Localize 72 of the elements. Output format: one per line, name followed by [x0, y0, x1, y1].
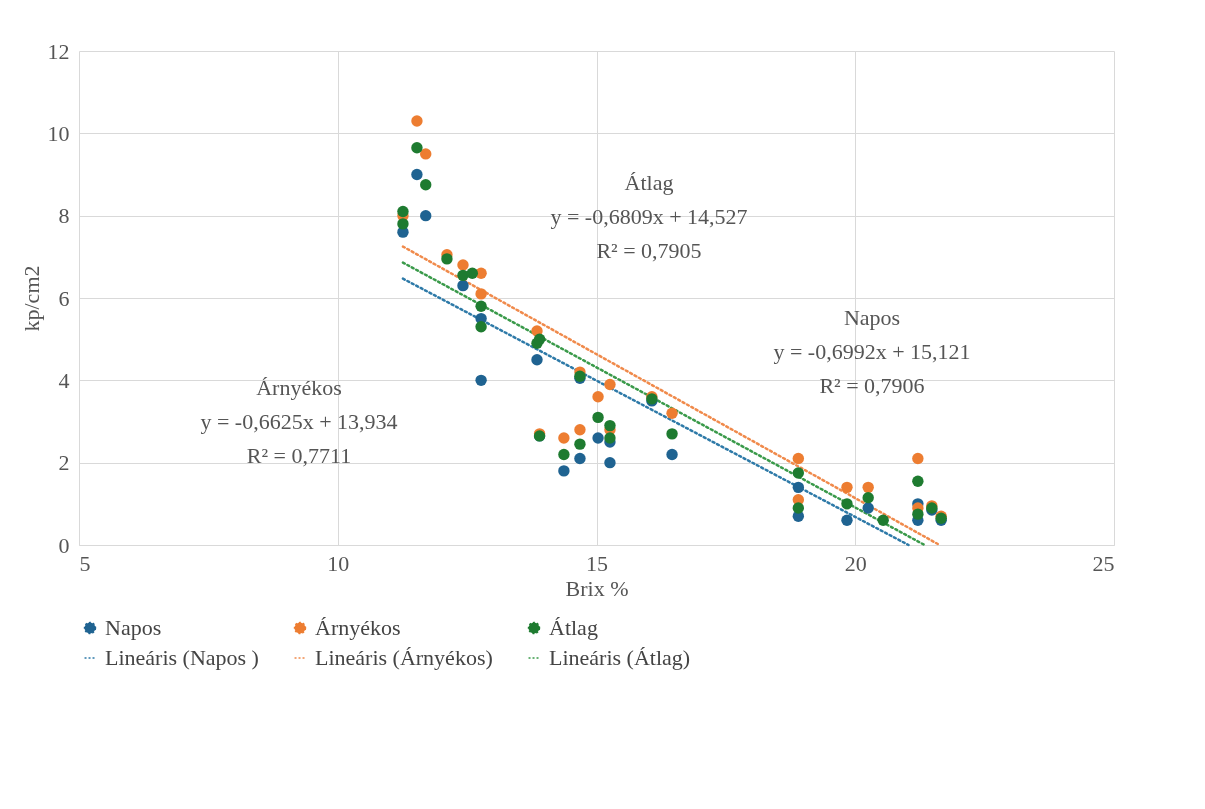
- point: [862, 491, 874, 504]
- x-tick-label: 5: [79, 550, 91, 576]
- point: [558, 465, 570, 477]
- legend-label: Napos: [105, 615, 162, 640]
- x-tick-label: 10: [327, 550, 350, 576]
- point: [666, 407, 678, 419]
- point: [862, 502, 874, 514]
- point: [592, 391, 604, 403]
- point: [862, 481, 874, 494]
- point: [574, 424, 586, 436]
- point: [441, 253, 453, 265]
- point: [457, 269, 469, 282]
- point: [574, 438, 586, 450]
- legend-label: Árnyékos: [315, 615, 401, 640]
- legend-label: Lineáris (Átlag): [549, 645, 691, 670]
- point: [841, 498, 853, 510]
- point: [475, 321, 487, 333]
- legend-label: Lineáris (Árnyékos): [315, 645, 493, 670]
- point: [558, 448, 570, 461]
- point: [475, 288, 487, 300]
- annotation: Árnyékos y = -0,6625x + 13,934 R² = 0,7711: [200, 375, 398, 468]
- y-tick-label: 6: [58, 285, 70, 311]
- point: [475, 300, 487, 312]
- x-tick-label: 25: [1092, 550, 1115, 576]
- annotation: Átlag y = -0,6809x + 14,527 R² = 0,7905: [550, 170, 748, 263]
- legend-label: Lineáris (Napos ): [105, 645, 259, 670]
- point: [912, 508, 924, 520]
- point: [912, 452, 924, 465]
- point: [420, 209, 432, 222]
- y-axis-title: kp/cm2: [18, 265, 44, 332]
- point: [457, 259, 469, 271]
- point: [397, 218, 409, 230]
- point: [411, 142, 423, 154]
- point: [475, 374, 487, 387]
- point: [604, 456, 616, 469]
- x-axis-title: Brix %: [565, 575, 629, 601]
- point: [604, 378, 616, 391]
- point: [841, 481, 853, 494]
- annotation: Napos y = -0,6992x + 15,121 R² = 0,7906: [773, 305, 971, 398]
- point: [411, 115, 423, 127]
- legend-label: Átlag: [549, 615, 598, 640]
- x-tick-label: 15: [586, 550, 608, 576]
- point: [666, 428, 678, 440]
- y-tick-label: 4: [58, 367, 70, 393]
- x-tick-label: 20: [844, 550, 867, 576]
- point: [592, 432, 604, 444]
- point: [592, 411, 604, 424]
- point: [792, 481, 805, 494]
- point: [841, 514, 853, 526]
- y-tick-label: 8: [58, 203, 70, 229]
- point: [558, 432, 570, 444]
- point: [420, 148, 432, 160]
- point: [792, 502, 805, 514]
- point: [792, 467, 805, 479]
- point: [533, 333, 546, 345]
- point: [457, 279, 469, 292]
- point: [666, 448, 678, 461]
- point: [877, 514, 889, 526]
- y-tick-label: 10: [47, 120, 70, 146]
- point: [411, 168, 423, 181]
- y-tick-label: 2: [58, 450, 70, 476]
- point: [574, 452, 586, 465]
- point: [912, 475, 924, 487]
- y-tick-label: 0: [58, 532, 70, 558]
- point: [466, 267, 478, 279]
- point: [604, 432, 616, 444]
- y-tick-label: 12: [47, 38, 70, 64]
- point: [531, 354, 543, 366]
- point: [420, 179, 432, 191]
- point: [792, 452, 805, 465]
- point: [604, 419, 616, 432]
- point: [397, 205, 409, 218]
